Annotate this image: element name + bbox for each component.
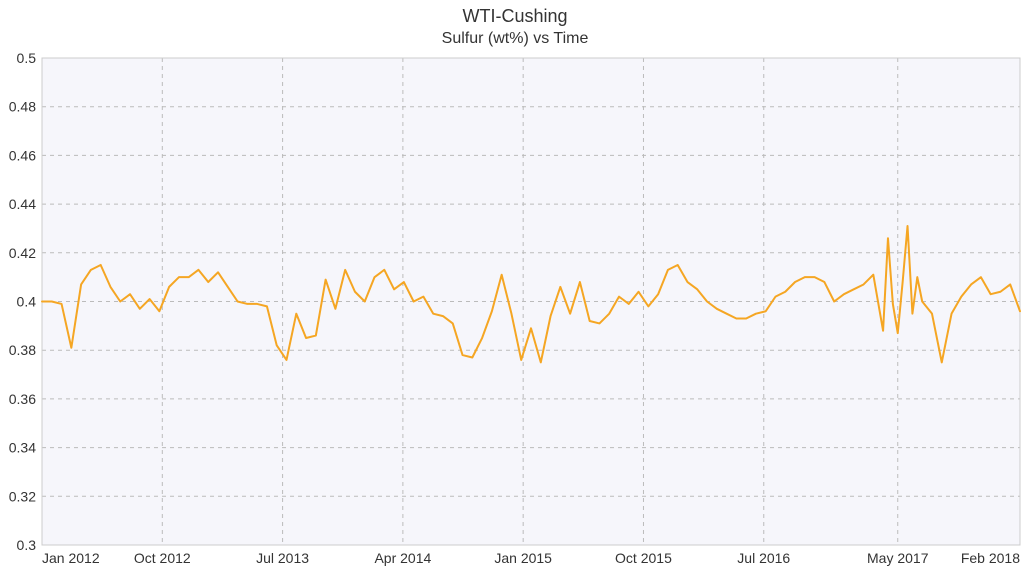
x-tick-label: Apr 2014: [374, 550, 431, 566]
y-tick-label: 0.42: [9, 245, 36, 261]
y-tick-label: 0.36: [9, 391, 36, 407]
y-tick-label: 0.32: [9, 488, 36, 504]
x-tick-label: Jan 2015: [494, 550, 552, 566]
x-tick-label: May 2017: [867, 550, 929, 566]
y-tick-label: 0.48: [9, 99, 36, 115]
x-tick-label: Feb 2018: [961, 550, 1020, 566]
chart-subtitle: Sulfur (wt%) vs Time: [0, 30, 1030, 48]
x-tick-label: Oct 2012: [134, 550, 191, 566]
y-tick-label: 0.44: [9, 196, 36, 212]
x-tick-label: Jul 2016: [737, 550, 790, 566]
chart-title: WTI-Cushing: [0, 6, 1030, 27]
y-tick-label: 0.3: [17, 537, 37, 553]
chart-svg: 0.3 0.32 0.34 0.36 0.38 0.4 0.42 0.44 0.46 0.48 0.…: [0, 0, 1030, 571]
x-tick-label: Jan 2012: [42, 550, 100, 566]
chart-container: WTI-Cushing Sulfur (wt%) vs Time 0.3 0.32…: [0, 0, 1030, 571]
y-tick-label: 0.34: [9, 440, 36, 456]
x-tick-label: Oct 2015: [615, 550, 672, 566]
y-tick-label: 0.46: [9, 147, 36, 163]
x-tick-label: Jul 2013: [256, 550, 309, 566]
y-tick-label: 0.4: [17, 294, 37, 310]
y-tick-label: 0.5: [17, 50, 37, 66]
y-tick-label: 0.38: [9, 342, 36, 358]
